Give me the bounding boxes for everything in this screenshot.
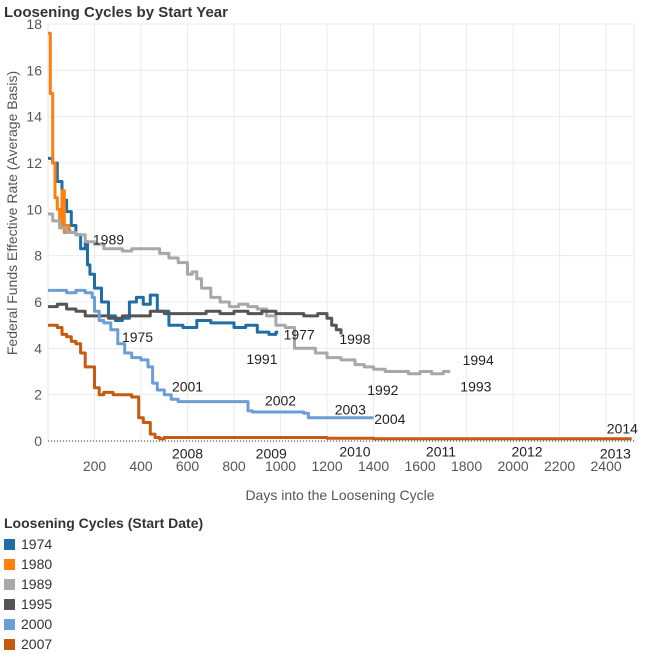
- annotation-label: 2013: [600, 446, 631, 462]
- legend-item-1989[interactable]: 1989: [4, 574, 203, 594]
- legend-swatch: [4, 578, 15, 590]
- series-line-1995: [48, 302, 343, 335]
- x-tick-label: 1800: [451, 458, 482, 474]
- x-tick-label: 1000: [265, 458, 296, 474]
- y-tick-label: 8: [34, 248, 42, 264]
- y-tick-labels: 0 2 4 6 8 10 12 14 16 18: [26, 16, 42, 449]
- legend-swatch: [4, 538, 15, 550]
- x-tick-label: 1200: [311, 458, 342, 474]
- legend-label: 1980: [21, 556, 53, 572]
- y-tick-label: 6: [34, 294, 42, 310]
- annotation-label: 1977: [284, 326, 315, 342]
- y-tick-label: 18: [26, 16, 42, 32]
- x-tick-label: 1400: [358, 458, 389, 474]
- x-tick-label: 600: [176, 458, 200, 474]
- annotation-label: 2011: [426, 443, 456, 459]
- y-tick-label: 0: [34, 433, 42, 449]
- legend-item-1980[interactable]: 1980: [4, 554, 203, 574]
- legend: Loosening Cycles (Start Date) 1974 1980 19…: [4, 515, 203, 654]
- x-tick-label: 2400: [591, 458, 622, 474]
- annotations: 1989 1975 1977 1991 1998 1994 1992 1993 2001 2002…: [93, 231, 638, 461]
- y-tick-label: 4: [34, 340, 42, 356]
- x-tick-label: 2000: [498, 458, 529, 474]
- chart-title: Loosening Cycles by Start Year: [4, 4, 228, 21]
- y-tick-label: 16: [26, 62, 42, 78]
- y-tick-label: 2: [34, 387, 42, 403]
- annotation-label: 2009: [256, 446, 287, 462]
- x-tick-label: 2200: [544, 458, 575, 474]
- legend-swatch: [4, 638, 15, 650]
- grid-lines: [47, 23, 635, 442]
- x-tick-labels: 200 400 600 800 1000 1200 1400 1600 1800 2000 2200…: [83, 458, 622, 474]
- x-tick-label: 800: [222, 458, 246, 474]
- y-tick-label: 14: [26, 109, 42, 125]
- annotation-label: 1989: [93, 231, 124, 247]
- series-line-1989: [48, 212, 451, 376]
- legend-label: 1989: [21, 576, 53, 592]
- annotation-label: 1991: [246, 351, 277, 367]
- series-line-2007: [48, 323, 632, 441]
- annotation-label: 2002: [265, 392, 296, 408]
- x-tick-label: 200: [83, 458, 107, 474]
- annotation-label: 2010: [339, 443, 370, 459]
- plot-border: [47, 23, 635, 442]
- legend-swatch: [4, 598, 15, 610]
- series-line-2000: [48, 288, 374, 420]
- annotation-label: 2012: [511, 443, 542, 459]
- annotation-label: 1998: [339, 331, 370, 347]
- x-tick-label: 400: [129, 458, 153, 474]
- annotation-label: 1975: [122, 329, 153, 345]
- y-tick-label: 12: [26, 155, 42, 171]
- legend-items: 1974 1980 1989 1995 2000 2007: [4, 534, 203, 654]
- annotation-label: 1993: [460, 379, 491, 395]
- annotation-label: 2001: [172, 379, 203, 395]
- annotation-label: 2004: [374, 411, 405, 427]
- annotation-label: 1994: [463, 352, 494, 368]
- annotation-label: 2008: [172, 446, 203, 462]
- series-lines: [48, 31, 632, 441]
- legend-item-1995[interactable]: 1995: [4, 594, 203, 614]
- legend-title: Loosening Cycles (Start Date): [4, 515, 204, 531]
- legend-swatch: [4, 618, 15, 630]
- y-tick-label: 10: [26, 201, 42, 217]
- y-axis-label: Federal Funds Effective Rate (Average Ba…: [4, 71, 20, 355]
- legend-label: 1995: [21, 596, 53, 612]
- legend-swatch: [4, 558, 15, 570]
- legend-label: 2000: [21, 616, 53, 632]
- annotation-label: 1992: [367, 382, 398, 398]
- annotation-label: 2014: [607, 420, 638, 436]
- legend-item-2000[interactable]: 2000: [4, 614, 203, 634]
- legend-item-2007[interactable]: 2007: [4, 634, 203, 654]
- legend-item-1974[interactable]: 1974: [4, 534, 203, 554]
- legend-label: 2007: [21, 636, 53, 652]
- legend-label: 1974: [21, 536, 53, 552]
- x-tick-label: 1600: [404, 458, 435, 474]
- x-axis-label: Days into the Loosening Cycle: [245, 487, 434, 503]
- annotation-label: 2003: [335, 402, 366, 418]
- series-line-1974: [48, 156, 279, 336]
